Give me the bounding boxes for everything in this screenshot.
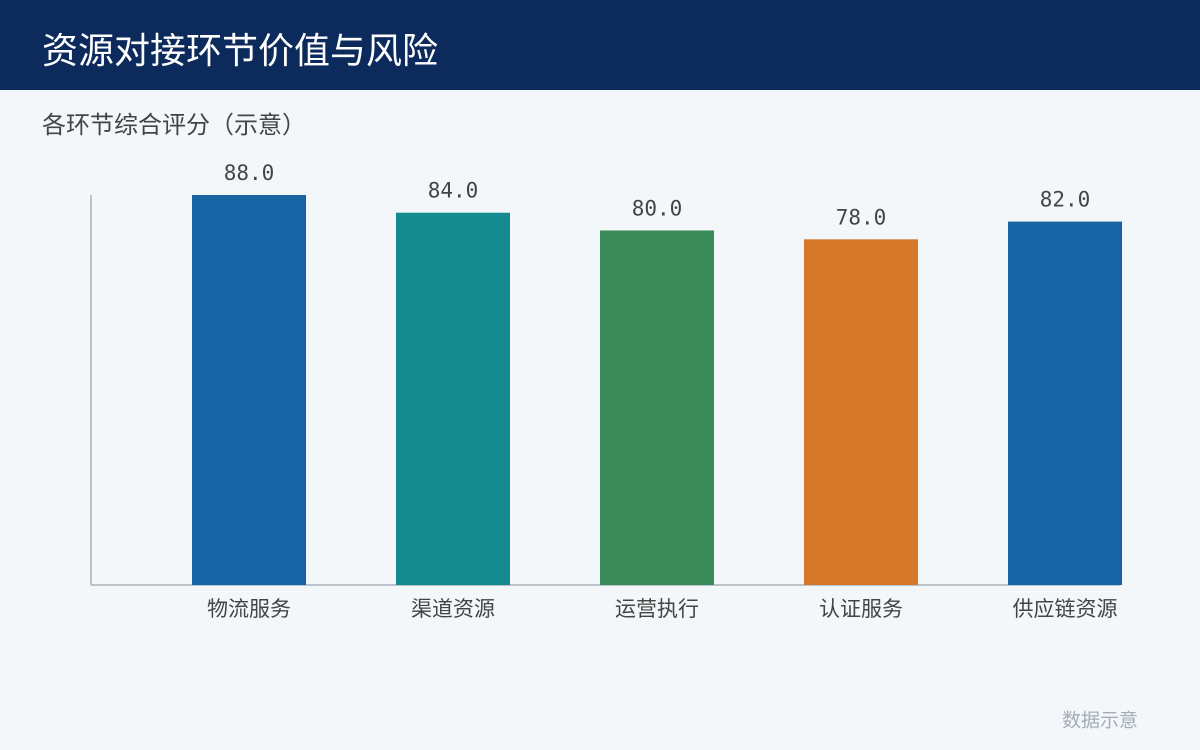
chart-title: 各环节综合评分（示意）: [42, 111, 306, 139]
value-label: 78.0: [836, 205, 887, 229]
x-tick-label: 渠道资源: [411, 597, 495, 621]
x-tick-label: 物流服务: [207, 597, 291, 621]
x-tick-label: 认证服务: [819, 597, 903, 621]
bar: [1008, 221, 1122, 585]
chart: 各环节综合评分（示意） 数据示意 物流服务 88.0 渠道资源 84.0 运营执行 80.…: [42, 111, 1138, 732]
footer-note: 数据示意: [1062, 710, 1138, 732]
value-label: 80.0: [632, 196, 683, 220]
header: 资源对接环节价值与风险: [0, 0, 1200, 90]
x-tick-label: 运营执行: [615, 597, 699, 621]
value-label: 84.0: [428, 179, 479, 203]
bar: [600, 230, 714, 586]
x-tick-label: 供应链资源: [1013, 597, 1118, 621]
bar: [396, 212, 510, 585]
bar: [192, 195, 306, 585]
value-label: 82.0: [1040, 188, 1091, 212]
bar: [804, 239, 918, 585]
value-label: 88.0: [224, 161, 275, 185]
page-title: 资源对接环节价值与风险: [42, 31, 439, 72]
